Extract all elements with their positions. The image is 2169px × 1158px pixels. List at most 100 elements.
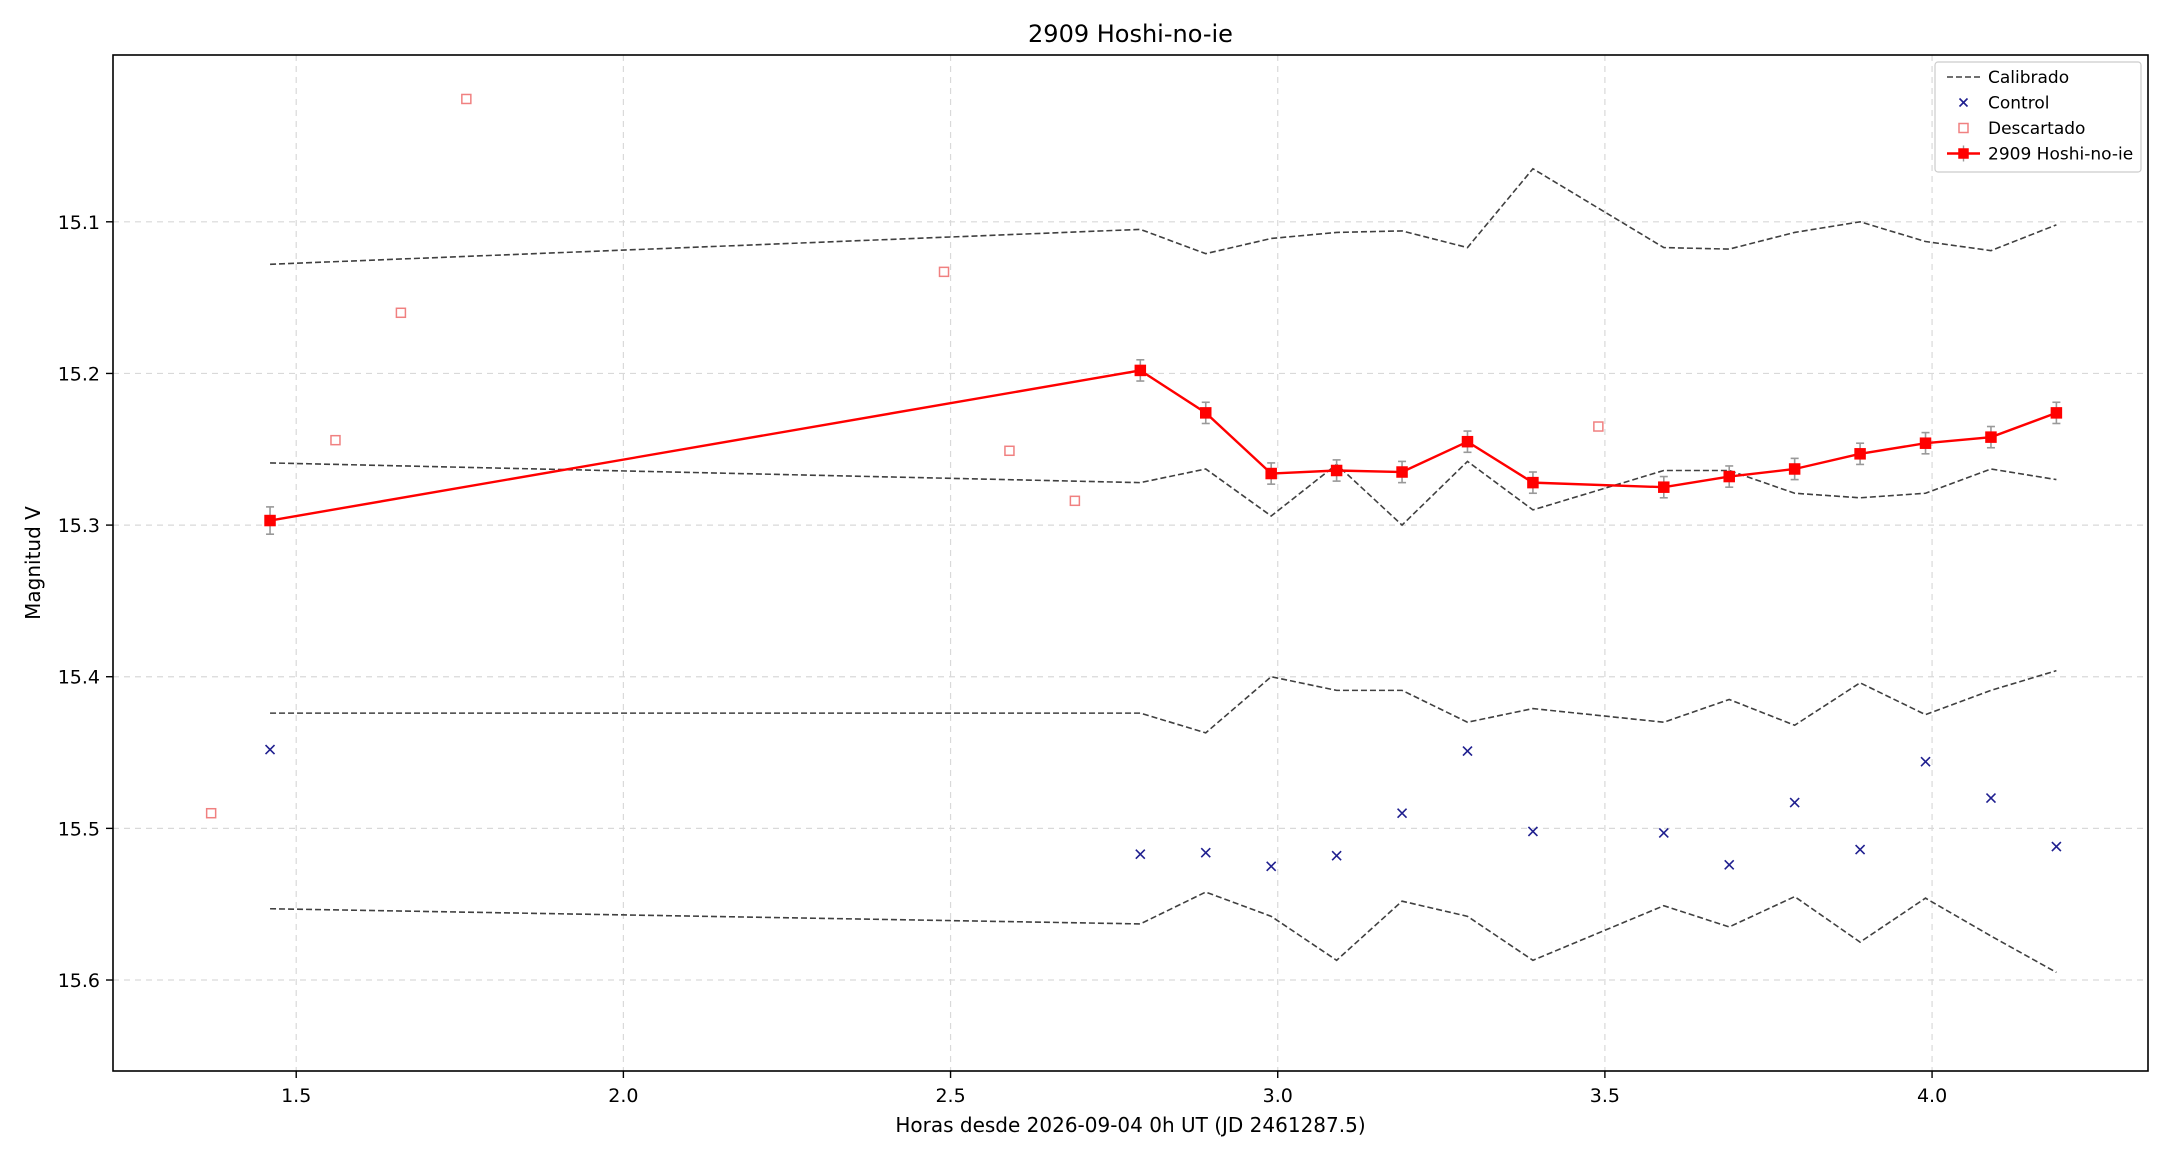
legend-entry: 2909 Hoshi-no-ie bbox=[1947, 145, 2133, 165]
control-series bbox=[264, 744, 2062, 872]
legend-entry: Descartado bbox=[1958, 119, 2085, 139]
calibrado-line bbox=[270, 891, 2057, 974]
legend-label: Calibrado bbox=[1988, 68, 2069, 88]
descartado-point bbox=[461, 93, 472, 105]
target-point bbox=[1919, 437, 1932, 449]
target-point bbox=[1985, 431, 1997, 443]
y-tick-label: 15.4 bbox=[58, 667, 100, 689]
target-point bbox=[1396, 466, 1408, 478]
control-marker-stroke bbox=[1462, 745, 1473, 757]
control-marker-stroke bbox=[1724, 859, 1735, 870]
target-point bbox=[1134, 364, 1147, 377]
target-point bbox=[1723, 470, 1735, 483]
calibrado-series bbox=[270, 669, 2057, 734]
x-tick-label: 3.5 bbox=[1590, 1085, 1620, 1107]
legend-swatch bbox=[1958, 97, 1969, 108]
calibrado-line bbox=[270, 669, 2057, 734]
grid-lines bbox=[113, 55, 2148, 1071]
calibrado-series bbox=[270, 460, 2057, 527]
control-point bbox=[1396, 808, 1408, 819]
legend-entry: Control bbox=[1958, 94, 2049, 114]
control-marker-stroke bbox=[1266, 861, 1277, 872]
control-point bbox=[1331, 850, 1342, 861]
control-point bbox=[1985, 792, 1997, 804]
control-point bbox=[1135, 849, 1146, 860]
target-point bbox=[1658, 481, 1670, 493]
control-marker-stroke bbox=[1855, 844, 1866, 855]
calibrado-series bbox=[270, 167, 2057, 266]
control-marker-stroke bbox=[1920, 756, 1931, 767]
control-point bbox=[1658, 827, 1669, 838]
control-marker-stroke bbox=[1396, 808, 1408, 819]
y-axis-title: Magnitud V bbox=[21, 506, 45, 620]
control-point bbox=[1920, 756, 1931, 767]
target-point bbox=[1265, 467, 1277, 480]
y-tick-label: 15.5 bbox=[58, 818, 100, 840]
control-point bbox=[1789, 797, 1800, 808]
control-marker-stroke bbox=[1658, 827, 1669, 838]
control-point bbox=[1266, 861, 1277, 872]
descartado-point bbox=[1004, 445, 1015, 457]
control-marker-stroke bbox=[2051, 841, 2062, 852]
x-tick-label: 4.0 bbox=[1917, 1085, 1947, 1107]
x-tick-label: 2.0 bbox=[608, 1085, 638, 1107]
control-point bbox=[1462, 745, 1473, 757]
legend: Calibrado Control Descartado 2909 Hoshi-no-… bbox=[1934, 61, 2142, 173]
control-marker-stroke bbox=[1958, 97, 1969, 108]
legend-entry: Calibrado bbox=[1947, 68, 2069, 88]
y-tick-label: 15.2 bbox=[58, 363, 100, 385]
descartado-point bbox=[395, 307, 407, 319]
y-axis-ticks: 15.1 15.2 15.3 15.4 15.5 15.6 bbox=[58, 212, 113, 992]
control-point bbox=[1855, 844, 1866, 855]
control-marker-stroke bbox=[1331, 850, 1342, 861]
descartado-series bbox=[205, 93, 1604, 819]
plot-frame bbox=[112, 54, 2149, 1072]
control-point bbox=[264, 744, 276, 755]
control-marker-stroke bbox=[1527, 826, 1538, 837]
target-point bbox=[1199, 407, 1212, 419]
y-tick-label: 15.6 bbox=[58, 970, 100, 992]
calibrado-line bbox=[270, 167, 2057, 266]
target-point bbox=[1461, 435, 1474, 448]
control-point bbox=[1527, 826, 1538, 837]
control-marker-stroke bbox=[1789, 797, 1800, 808]
legend-swatch-marker bbox=[1958, 148, 1969, 159]
calibrado-series bbox=[270, 891, 2057, 974]
descartado-point bbox=[938, 266, 950, 278]
target-point bbox=[264, 514, 276, 527]
chart-title: 2909 Hoshi-no-ie bbox=[1028, 20, 1233, 48]
target-point bbox=[1330, 464, 1343, 477]
legend-swatch bbox=[1958, 122, 1969, 134]
legend-label: Descartado bbox=[1988, 119, 2085, 139]
target-point bbox=[1527, 476, 1539, 489]
target-point bbox=[1854, 448, 1866, 460]
control-point bbox=[2051, 841, 2062, 852]
control-point bbox=[1724, 859, 1735, 870]
x-axis-ticks: 1.5 2.0 2.5 3.0 3.5 4.0 bbox=[281, 1071, 1947, 1107]
control-marker-stroke bbox=[264, 744, 276, 755]
legend-label: Control bbox=[1988, 94, 2049, 114]
target-point bbox=[2050, 407, 2063, 419]
plot-area bbox=[205, 93, 2063, 974]
y-tick-label: 15.3 bbox=[58, 515, 100, 537]
target-series bbox=[264, 358, 2063, 535]
x-axis-title: Horas desde 2026-09-04 0h UT (JD 2461287… bbox=[895, 1113, 1365, 1137]
legend-box bbox=[1934, 61, 2142, 173]
descartado-point bbox=[205, 807, 217, 819]
control-marker-stroke bbox=[1135, 849, 1146, 860]
target-point bbox=[1788, 463, 1801, 475]
legend-label: 2909 Hoshi-no-ie bbox=[1988, 145, 2133, 165]
x-tick-label: 2.5 bbox=[935, 1085, 965, 1107]
x-tick-label: 1.5 bbox=[281, 1085, 311, 1107]
control-marker-stroke bbox=[1200, 847, 1211, 858]
control-point bbox=[1200, 847, 1211, 858]
y-tick-label: 15.1 bbox=[58, 212, 100, 234]
descartado-point bbox=[1069, 495, 1081, 507]
descartado-point bbox=[330, 434, 341, 446]
descartado-point bbox=[1593, 421, 1604, 432]
x-tick-label: 3.0 bbox=[1263, 1085, 1293, 1107]
control-marker-stroke bbox=[1985, 792, 1997, 804]
